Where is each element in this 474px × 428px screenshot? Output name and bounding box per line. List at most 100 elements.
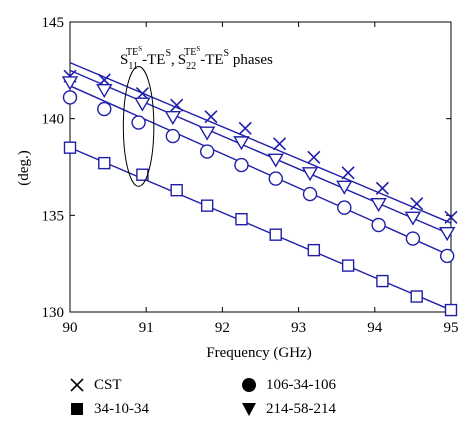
legend-label: 34-10-34 (94, 400, 149, 417)
legend-label: 214-58-214 (266, 400, 336, 417)
series-cst (63, 61, 458, 224)
annotation-supsup: S (196, 45, 200, 53)
circle-marker (268, 171, 283, 186)
square-marker-icon (68, 400, 86, 418)
legend-item-cst: CST (68, 376, 122, 394)
triangle-down-marker (301, 167, 319, 182)
circle-marker (371, 217, 386, 233)
square-marker (376, 274, 389, 288)
annotation-sup: TE (126, 47, 138, 58)
plot-frame (69, 21, 452, 313)
annotation-sup: S (165, 48, 171, 59)
square-marker (63, 141, 77, 154)
square-marker (410, 290, 423, 303)
y-axis-label: (deg.) (16, 150, 32, 185)
square-marker (444, 303, 458, 317)
axes-layer: 90 91 92 93 94 95 130 135 140 145 (42, 15, 459, 336)
triangle-down-marker (404, 211, 422, 226)
triangle-down-marker (336, 180, 353, 195)
circle-marker (62, 90, 78, 105)
x-marker (272, 137, 287, 151)
y-tick-label: 140 (42, 112, 65, 128)
series-layer (61, 61, 458, 317)
series-line (69, 69, 452, 236)
circle-marker (234, 157, 249, 173)
annotation-text-part: phases (229, 52, 273, 68)
circle-marker (199, 144, 215, 159)
x-marker (307, 150, 321, 164)
triangle-down-marker (164, 111, 182, 126)
circle-marker (337, 200, 352, 215)
square-marker (200, 199, 214, 212)
annotation-sup: TE (184, 47, 196, 58)
annotation-text-part: -TE (200, 52, 223, 68)
circle-marker (405, 231, 421, 246)
square-marker (170, 183, 183, 197)
triangle-down-marker-icon (240, 400, 258, 418)
x-marker-icon (68, 376, 86, 394)
x-axis-label: Frequency (GHz) (206, 345, 311, 361)
annotation-text-part: , (171, 52, 175, 68)
series-214-58-214 (61, 69, 456, 242)
annotation-s: S (120, 52, 128, 68)
triangle-down-marker (198, 126, 216, 141)
x-tick-label: 92 (215, 320, 230, 336)
y-tick-label: 145 (42, 15, 65, 31)
x-marker (170, 98, 184, 112)
x-marker (375, 181, 389, 195)
x-marker (238, 121, 252, 135)
x-marker (204, 110, 218, 124)
annotation-sub: 22 (186, 61, 196, 72)
triangle-down-marker (61, 76, 79, 91)
annotation-sub: 11 (128, 61, 138, 72)
x-marker (444, 210, 458, 224)
annotation-sup: S (224, 48, 230, 59)
annotation-ellipse (122, 65, 155, 187)
series-106-34-106 (62, 85, 455, 264)
series-34-10-34 (63, 141, 458, 317)
legend-item-34-10-34: 34-10-34 (68, 400, 149, 418)
x-tick-label: 93 (291, 320, 306, 336)
labels-layer: Frequency (GHz) (deg.) (16, 150, 312, 361)
circle-marker (302, 186, 318, 202)
square-marker (269, 228, 282, 241)
triangle-down-marker (233, 136, 250, 151)
triangle-down-marker (438, 227, 456, 242)
square-marker (341, 259, 355, 272)
x-marker (341, 166, 355, 180)
legend-item-106-34-106: 106-34-106 (240, 376, 336, 394)
annotation-layer: S11TES-TES, S22TES-TES phases (120, 45, 273, 187)
series-line (69, 147, 452, 311)
square-marker (235, 212, 248, 226)
circle-marker (131, 115, 146, 130)
series-line (69, 85, 452, 257)
legend-label: 106-34-106 (266, 376, 336, 393)
triangle-down-marker (267, 153, 284, 168)
y-tick-label: 130 (42, 305, 65, 321)
legend-label: CST (94, 376, 122, 393)
annotation-text-part: -TE (142, 52, 165, 68)
square-marker (307, 243, 321, 257)
triangle-down-marker (370, 198, 387, 213)
chart-legend: CST 34-10-34 106-34-106 (0, 376, 474, 428)
triangle-down-marker (134, 97, 151, 112)
annotation-supsup: S (138, 45, 142, 53)
annotation-text: S11TES-TES, S22TES-TES phases (120, 45, 273, 72)
annotation-s: S (178, 52, 186, 68)
x-marker (410, 197, 424, 211)
legend-item-214-58-214: 214-58-214 (240, 400, 336, 418)
x-tick-label: 90 (63, 320, 78, 336)
series-line (69, 61, 452, 224)
square-marker (98, 156, 111, 170)
x-tick-label: 91 (139, 320, 154, 336)
circle-marker (165, 128, 181, 144)
x-tick-label: 94 (367, 320, 383, 336)
circle-marker-icon (240, 376, 258, 394)
circle-marker (97, 101, 112, 117)
circle-marker (439, 248, 455, 264)
x-tick-label: 95 (444, 320, 459, 336)
triangle-down-marker (96, 83, 113, 99)
y-tick-label: 135 (42, 208, 65, 224)
